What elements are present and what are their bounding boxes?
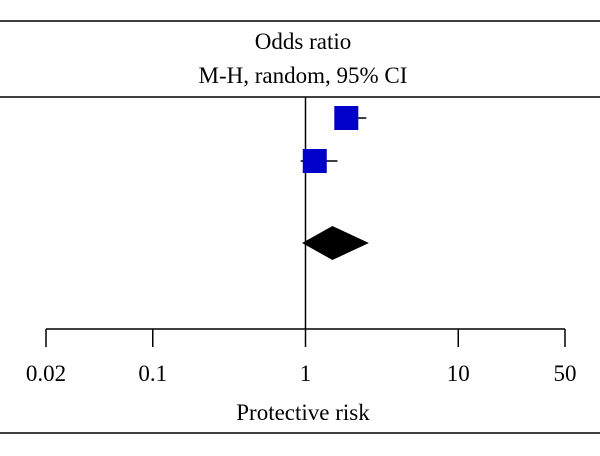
x-tick-label: 10 bbox=[447, 361, 470, 386]
x-tick-label: 0.02 bbox=[26, 361, 66, 386]
x-axis-label: Protective risk bbox=[236, 400, 370, 425]
study-point-estimate bbox=[302, 149, 327, 173]
chart-title: Odds ratio bbox=[255, 29, 351, 54]
x-tick-label: 1 bbox=[300, 361, 312, 386]
study-marks bbox=[300, 106, 369, 260]
chart-subtitle: M-H, random, 95% CI bbox=[199, 63, 408, 88]
x-tick-label: 0.1 bbox=[138, 361, 167, 386]
x-tick-label: 50 bbox=[554, 361, 577, 386]
pooled-estimate-diamond bbox=[302, 226, 369, 260]
study-point-estimate bbox=[334, 106, 359, 130]
x-axis-ticks: 0.02 0.1 1 10 50 bbox=[26, 329, 577, 386]
